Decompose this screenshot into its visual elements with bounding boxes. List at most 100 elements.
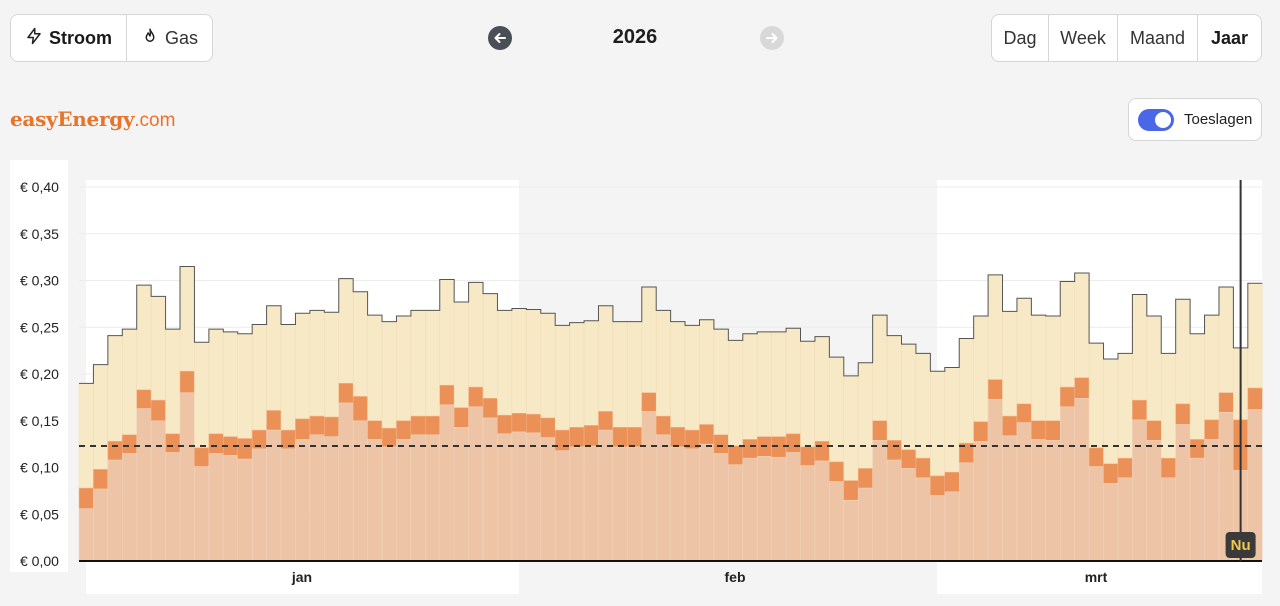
- bolt-icon: [25, 27, 43, 50]
- price-bar-dark: [1031, 420, 1047, 440]
- price-bar-dark: [497, 414, 513, 435]
- previous-year-button[interactable]: [488, 26, 512, 50]
- total-bar: [930, 370, 946, 477]
- total-bar: [1074, 272, 1090, 378]
- price-bar-dark: [453, 407, 469, 428]
- price-bar-dark: [901, 449, 917, 469]
- total-bar: [1161, 353, 1176, 459]
- price-bar-dark: [194, 447, 210, 467]
- price-bar-light: [915, 477, 931, 562]
- price-bar-light: [194, 466, 210, 562]
- total-bar: [627, 321, 643, 428]
- total-bar: [1016, 298, 1032, 405]
- total-bar: [1059, 281, 1075, 388]
- total-bar: [1175, 298, 1191, 405]
- toeslagen-label: Toeslagen: [1184, 111, 1253, 128]
- price-bar-light: [785, 452, 801, 562]
- toeslagen-switch[interactable]: [1138, 108, 1174, 131]
- price-bar-dark: [93, 469, 109, 490]
- x-axis-labels: jan feb mrt: [291, 569, 1108, 585]
- total-bar: [338, 278, 354, 384]
- tab-maand[interactable]: Maand: [1118, 15, 1198, 61]
- total-bar: [756, 331, 772, 437]
- price-bar-dark: [699, 424, 715, 445]
- price-bar-light: [526, 432, 542, 562]
- total-bar: [1247, 283, 1263, 389]
- total-bar: [237, 333, 253, 439]
- price-bar-light: [699, 443, 715, 562]
- y-axis-panel: [10, 160, 68, 572]
- y-tick-label: € 0,05: [20, 506, 59, 522]
- price-bar-light: [425, 434, 441, 562]
- price-bar-dark: [526, 413, 542, 434]
- total-bar: [1002, 311, 1018, 417]
- price-bar-light: [1002, 435, 1018, 562]
- total-bar: [987, 274, 1003, 380]
- total-bar: [886, 335, 902, 441]
- price-bar-light: [800, 465, 816, 562]
- tab-jaar[interactable]: Jaar: [1210, 27, 1249, 48]
- stroom-button[interactable]: Stroom: [11, 15, 127, 61]
- tab-week[interactable]: Week: [1049, 15, 1118, 61]
- total-bar: [150, 296, 166, 401]
- price-bar-dark: [944, 471, 960, 493]
- total-bar: [251, 324, 267, 431]
- toeslagen-toggle[interactable]: Toeslagen: [1128, 98, 1262, 141]
- price-bar-light: [857, 487, 873, 562]
- price-bar-dark: [425, 415, 441, 436]
- price-bar-light: [453, 427, 469, 562]
- price-bar-dark: [338, 383, 354, 404]
- price-bar-dark: [1132, 399, 1148, 421]
- price-bar-light: [352, 420, 368, 562]
- price-bar-light: [684, 448, 700, 562]
- total-bar: [1045, 315, 1061, 421]
- price-bar-dark: [800, 446, 816, 466]
- price-bar-dark: [410, 415, 426, 436]
- price-bar-light: [208, 453, 224, 562]
- gas-button[interactable]: Gas: [127, 15, 212, 61]
- total-bar: [352, 291, 368, 397]
- total-bar: [771, 331, 787, 437]
- total-bar: [641, 286, 657, 393]
- price-bar-light: [1059, 406, 1075, 562]
- price-bar-dark: [1146, 420, 1162, 441]
- total-bar: [295, 312, 311, 420]
- price-bar-light: [1088, 466, 1104, 562]
- price-bar-light: [1117, 477, 1133, 562]
- tab-dag[interactable]: Dag: [992, 15, 1049, 61]
- total-bar: [785, 327, 801, 435]
- arrow-right-icon: [765, 31, 779, 45]
- price-bar-dark: [295, 418, 311, 440]
- total-bar: [453, 301, 469, 408]
- next-year-button[interactable]: [760, 26, 784, 50]
- brand-domain: .com: [134, 110, 176, 131]
- total-bar: [857, 362, 873, 469]
- y-tick-label: € 0,30: [20, 273, 59, 289]
- price-bar-light: [1204, 439, 1220, 562]
- price-bar-dark: [569, 427, 585, 448]
- energy-type-toggle: Stroom Gas: [10, 14, 214, 62]
- price-bar-light: [728, 464, 744, 562]
- total-bar: [223, 331, 238, 437]
- now-badge-bg: [1225, 532, 1256, 558]
- price-bar-dark: [1189, 439, 1205, 459]
- total-bar: [1031, 314, 1047, 421]
- price-bar-light: [150, 420, 166, 562]
- price-bar-light: [179, 392, 195, 562]
- price-bar-light: [987, 398, 1003, 562]
- total-price-line: [79, 265, 1263, 384]
- price-bar-dark: [165, 433, 181, 453]
- price-bar-light: [1132, 419, 1148, 562]
- total-bar: [958, 338, 974, 444]
- price-bar-dark: [1103, 463, 1119, 484]
- y-tick-label: € 0,35: [20, 226, 59, 242]
- arrow-left-icon: [493, 31, 507, 45]
- price-bar-light: [367, 439, 383, 562]
- price-bar-light: [930, 495, 946, 562]
- price-bar-dark: [612, 427, 628, 448]
- price-bar-dark: [1204, 419, 1220, 440]
- price-bar-dark: [785, 433, 801, 453]
- total-bar: [699, 319, 715, 425]
- now-label: Nu: [1231, 537, 1251, 554]
- y-axis-labels: € 0,40 € 0,35 € 0,30 € 0,25 € 0,20 € 0,15 € 0,…: [20, 179, 59, 569]
